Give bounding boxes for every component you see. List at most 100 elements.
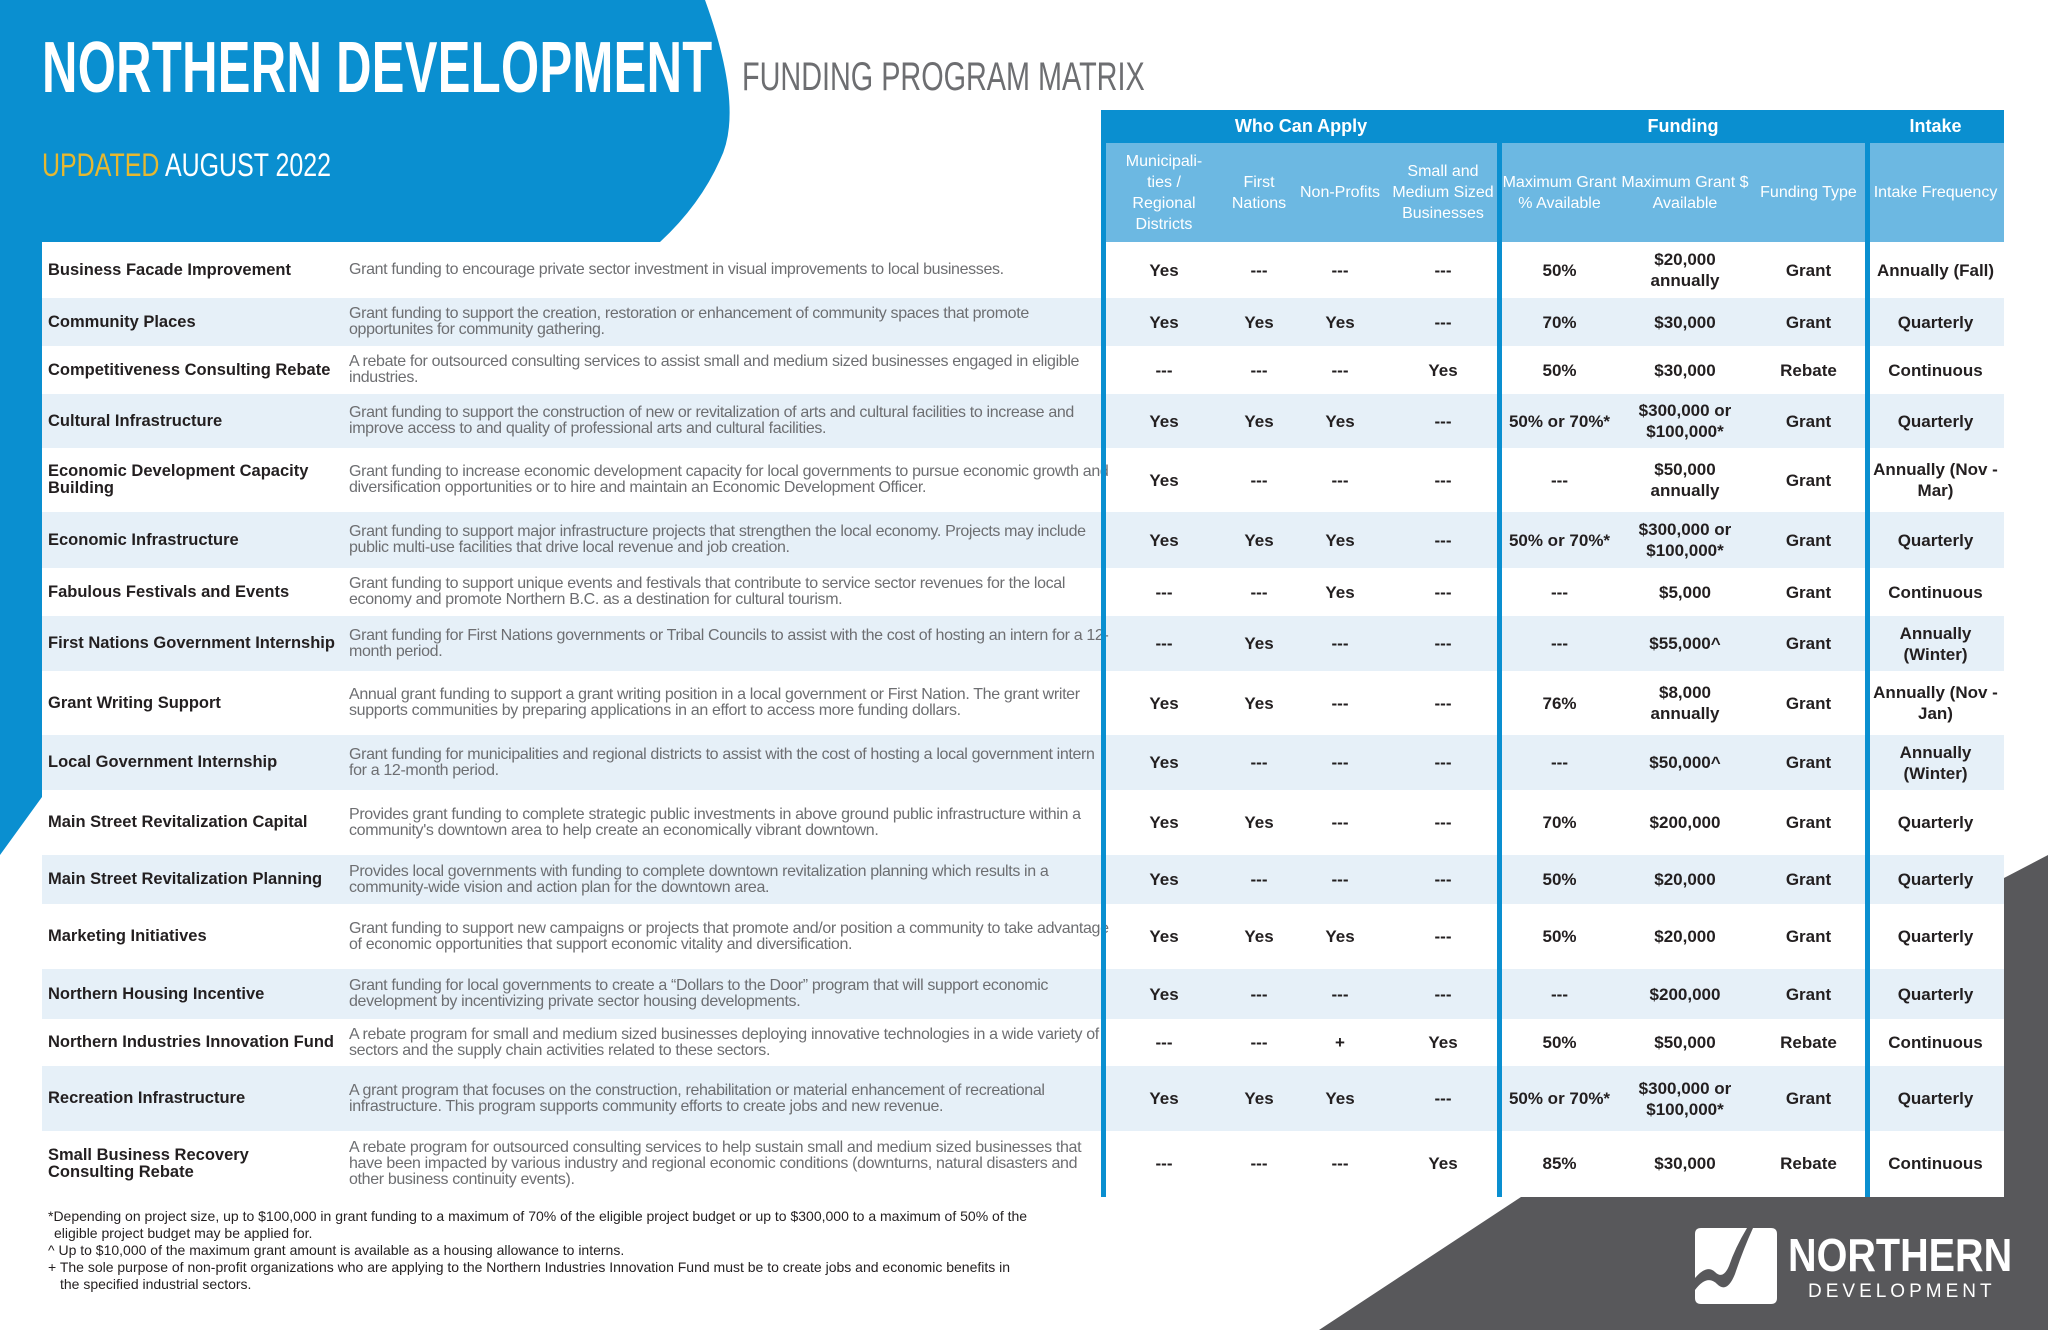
cell-first-nations: Yes xyxy=(1244,530,1274,550)
cell-max-grant-percent: 50% or 70%* xyxy=(1508,411,1611,431)
cell-intake-frequency: Quarterly xyxy=(1897,927,1974,946)
cell-max-grant-amount: $30,000 xyxy=(1654,360,1716,380)
table-row: Main Street Revitalization Planning Provi… xyxy=(42,855,2004,904)
cell-funding-type: Grant xyxy=(1785,470,1832,490)
program-name: Cultural Infrastructure xyxy=(48,411,223,430)
table-row: First Nations Government Internship Grant… xyxy=(42,616,2004,671)
program-description: A rebate program for small and medium si… xyxy=(349,1025,1099,1059)
table-row: Grant Writing Support Annual grant fundin… xyxy=(42,671,2004,735)
cell-funding-type: Grant xyxy=(1785,634,1832,653)
cell-intake-frequency: Annually (Winter) xyxy=(1899,742,1972,783)
column-header: Non-Profits xyxy=(1293,143,1387,242)
cell-first-nations: --- xyxy=(1250,582,1268,602)
program-name: Economic Development Capacity Building xyxy=(48,462,309,497)
program-description: Grant funding to increase economic devel… xyxy=(349,463,1109,496)
updated-date-value: AUGUST 2022 xyxy=(164,147,331,183)
cell-municipalities: Yes xyxy=(1149,260,1179,280)
cell-smb: --- xyxy=(1434,1089,1452,1108)
cell-max-grant-percent: 50% xyxy=(1542,927,1577,946)
program-name: Main Street Revitalization Capital xyxy=(48,813,308,831)
cell-smb: --- xyxy=(1434,470,1452,490)
cell-municipalities: Yes xyxy=(1149,411,1179,431)
cell-smb: --- xyxy=(1434,813,1452,832)
cell-funding-type: Grant xyxy=(1785,984,1832,1004)
column-header: First Nations xyxy=(1225,143,1293,242)
cell-municipalities: Yes xyxy=(1149,813,1179,832)
cell-non-profits: Yes xyxy=(1325,1089,1355,1108)
cell-smb: --- xyxy=(1434,312,1452,332)
cell-municipalities: --- xyxy=(1155,360,1173,380)
column-header: Intake Frequency xyxy=(1867,143,2004,242)
cell-non-profits: + xyxy=(1335,1033,1345,1052)
cell-funding-type: Grant xyxy=(1785,1089,1832,1108)
updated-date: UPDATED AUGUST 2022 xyxy=(42,147,331,183)
program-name: Main Street Revitalization Planning xyxy=(48,870,323,888)
column-header: Maximum Grant $ Available xyxy=(1620,143,1750,242)
cell-first-nations: Yes xyxy=(1244,312,1274,332)
cell-funding-type: Grant xyxy=(1785,813,1832,832)
program-description: Grant funding for local governments to c… xyxy=(349,977,1049,1010)
wave-logo-icon xyxy=(1695,1228,1777,1304)
footnote: *Depending on project size, up to $100,0… xyxy=(48,1208,1028,1224)
cell-municipalities: Yes xyxy=(1149,1089,1179,1108)
cell-smb: Yes xyxy=(1428,360,1458,380)
cell-max-grant-percent: 50% xyxy=(1542,1033,1577,1052)
program-name: Marketing Initiatives xyxy=(48,927,207,945)
cell-smb: --- xyxy=(1434,693,1452,713)
cell-intake-frequency: Quarterly xyxy=(1897,530,1974,550)
footnote: + The sole purpose of non-profit organiz… xyxy=(48,1259,1011,1275)
cell-non-profits: Yes xyxy=(1325,927,1355,946)
cell-municipalities: Yes xyxy=(1149,753,1179,772)
cell-intake-frequency: Annually (Winter) xyxy=(1899,623,1972,664)
cell-funding-type: Grant xyxy=(1785,411,1832,431)
cell-municipalities: --- xyxy=(1155,1033,1173,1052)
cell-funding-type: Rebate xyxy=(1780,1154,1837,1173)
footnote: eligible project budget may be applied f… xyxy=(54,1225,313,1241)
table-row: Main Street Revitalization Capital Provid… xyxy=(42,790,2004,855)
cell-smb: Yes xyxy=(1428,1154,1458,1173)
cell-intake-frequency: Continuous xyxy=(1888,1033,1983,1052)
program-description: Grant funding to support the constructio… xyxy=(349,404,1074,437)
cell-max-grant-amount: $30,000 xyxy=(1654,1154,1716,1173)
table-row: Community Places Grant funding to support… xyxy=(42,298,2004,346)
cell-smb: --- xyxy=(1434,870,1452,889)
program-description: Provides grant funding to complete strat… xyxy=(349,805,1081,839)
cell-municipalities: --- xyxy=(1155,1154,1173,1173)
column-divider xyxy=(1865,143,1870,1197)
cell-municipalities: Yes xyxy=(1149,693,1179,713)
table-row: Marketing Initiatives Grant funding to su… xyxy=(42,904,2004,969)
cell-smb: --- xyxy=(1434,984,1452,1004)
cell-non-profits: --- xyxy=(1331,870,1349,889)
logo-subtext: DEVELOPMENT xyxy=(1808,1281,1996,1302)
cell-intake-frequency: Quarterly xyxy=(1897,813,1974,832)
cell-max-grant-amount: $50,000 xyxy=(1654,1033,1716,1052)
cell-municipalities: Yes xyxy=(1149,984,1179,1004)
cell-intake-frequency: Quarterly xyxy=(1897,870,1974,889)
cell-funding-type: Grant xyxy=(1785,530,1832,550)
table-row: Economic Infrastructure Grant funding to … xyxy=(42,512,2004,568)
cell-max-grant-amount: $30,000 xyxy=(1654,312,1716,332)
cell-funding-type: Grant xyxy=(1785,927,1832,946)
cell-first-nations: Yes xyxy=(1244,693,1274,713)
table-row: Business Facade Improvement Grant funding… xyxy=(42,242,2004,298)
program-description: A grant program that focuses on the cons… xyxy=(349,1081,1045,1115)
cell-non-profits: --- xyxy=(1331,260,1349,280)
cell-intake-frequency: Annually (Nov - Mar) xyxy=(1873,460,1998,500)
cell-max-grant-amount: $20,000 xyxy=(1654,927,1716,946)
table-row: Fabulous Festivals and Events Grant fundi… xyxy=(42,568,2004,616)
table-row: Northern Housing Incentive Grant funding … xyxy=(42,969,2004,1019)
cell-max-grant-amount: $20,000 xyxy=(1654,870,1716,889)
cell-intake-frequency: Quarterly xyxy=(1897,1089,1974,1108)
updated-label: UPDATED xyxy=(42,147,160,183)
cell-max-grant-amount: $200,000 xyxy=(1649,813,1721,832)
table-row: Cultural Infrastructure Grant funding to … xyxy=(42,394,2004,448)
program-description: A rebate for outsourced consulting servi… xyxy=(349,353,1080,386)
cell-non-profits: --- xyxy=(1331,984,1349,1004)
cell-funding-type: Grant xyxy=(1785,260,1832,280)
cell-intake-frequency: Annually (Nov - Jan) xyxy=(1873,683,1998,723)
program-name: Business Facade Improvement xyxy=(48,260,292,279)
cell-smb: Yes xyxy=(1428,1033,1458,1052)
group-header: Funding xyxy=(1499,110,1867,143)
gray-corner-shape xyxy=(1319,855,2048,1330)
cell-smb: --- xyxy=(1434,260,1452,280)
